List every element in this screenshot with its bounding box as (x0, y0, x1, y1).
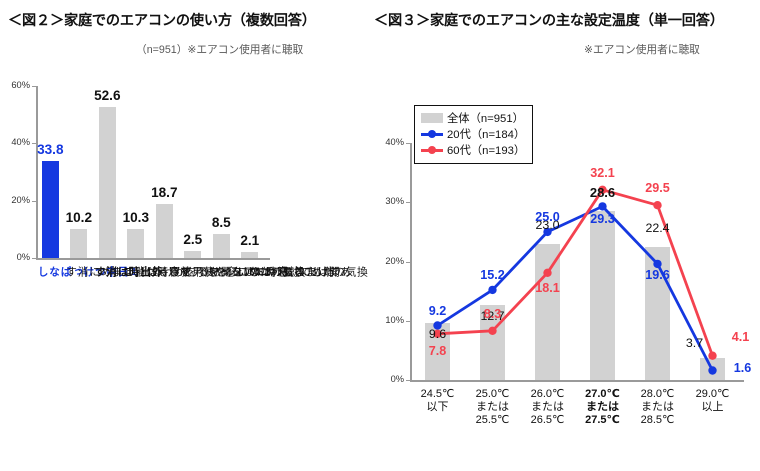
legend-swatch-line (421, 129, 443, 140)
figure3-20s-value: 15.2 (480, 267, 505, 282)
table-row[interactable] (184, 250, 202, 258)
figure3-60s-value: 8.3 (483, 306, 502, 321)
figure2-category-label: あ て は ま る も の は な い (236, 266, 351, 277)
figure2-category-label: 消 し て 、 窓 や ド ア を 開 け る (196, 266, 335, 277)
figure3-y-tick-label: 10% (385, 315, 404, 325)
bar-value-label: 2.1 (240, 233, 260, 248)
legend-swatch-line (421, 145, 443, 156)
figure3-category-label: 24.5℃ 以下 (420, 388, 455, 414)
bar-value-label: 52.6 (94, 88, 121, 104)
figure3-y-tick-label: 40% (385, 137, 404, 147)
figure3-y-tick-label: 30% (385, 196, 404, 206)
figure3-60s-value: 18.1 (535, 280, 560, 295)
figure2-y-tick-label: 60% (11, 80, 30, 90)
table-row[interactable] (212, 233, 230, 258)
figure2-category-label: 換 気 の た め に 窓 や ド ア を (179, 266, 306, 277)
figure3-y-tick (406, 202, 410, 203)
figure3-x-axis (410, 380, 744, 382)
figure3-lines (433, 185, 717, 375)
figure3-overall-value: 3.7 (685, 336, 704, 351)
table-row[interactable] (98, 107, 116, 258)
figure3-category-label: 29.0℃ 以上 (695, 388, 730, 414)
figure3-category-label: 28.0℃ または 28.5℃ (640, 388, 675, 427)
table-row[interactable] (480, 304, 505, 380)
figure2-title: ＜図２＞家庭でのエアコンの使い方（複数回答） (8, 13, 316, 29)
figure2-y-tick (32, 143, 36, 144)
figure2-category-label: 開 け た ま ま 、 エ ア コ ン を 使 用 す る (168, 266, 340, 277)
figure3-20s-value: 25.0 (535, 209, 560, 224)
figure2-category-label: 1 日 中 つ け っ ぱ な し (36, 266, 140, 278)
legend-item-label: 全体（n=951） (447, 113, 524, 125)
bar-value-label: 18.7 (151, 185, 178, 201)
bar-value-label: 10.2 (65, 209, 93, 225)
figure2-x-axis (36, 258, 270, 260)
figure3-overall-value: 28.6 (589, 184, 616, 200)
table-row[interactable] (241, 252, 259, 258)
figure3-y-tick-label: 0% (390, 374, 404, 384)
figure3-20s-value: 29.3 (590, 212, 615, 227)
figure2-y-tick-label: 40% (11, 137, 30, 147)
figure2-panel: ＜図２＞家庭でのエアコンの使い方（複数回答） （n=951）※エアコン使用者に聴… (0, 0, 372, 471)
table-row[interactable] (41, 161, 59, 258)
table-row[interactable] (645, 247, 670, 380)
figure3-title: ＜図３＞家庭でのエアコンの主な設定温度（単一回答） (374, 13, 724, 29)
figure3-60s-value: 32.1 (590, 165, 615, 180)
figure3-overall-value: 23.0 (535, 217, 560, 232)
figure3-category-label: 26.0℃ または 26.5℃ (530, 388, 565, 427)
figure2-note: （n=951）※エアコン使用者に聴取 (136, 44, 304, 56)
table-row[interactable] (155, 204, 173, 258)
figure2-y-tick (32, 201, 36, 202)
figure3-60s-value: 7.8 (428, 343, 447, 358)
figure3-60s-value: 29.5 (645, 181, 670, 196)
table-row[interactable] (590, 210, 615, 380)
figure2-category-label: 就 寝 時 は 消 す (122, 266, 192, 277)
legend-item[interactable]: 60代（n=193） (421, 142, 525, 158)
bar-value-label: 10.3 (122, 209, 150, 225)
figure3-overall-value: 22.4 (645, 221, 670, 236)
figure3-y-tick (406, 143, 410, 144)
figure3-legend: 全体（n=951） 20代（n=184） 60代（n=193） (414, 105, 534, 164)
figure3-panel: ＜図３＞家庭でのエアコンの主な設定温度（単一回答） ※エアコン使用者に聴取 全体… (372, 0, 760, 471)
legend-item[interactable]: 20代（n=184） (421, 126, 525, 142)
figure2-y-tick-label: 0% (16, 252, 30, 262)
figure2-category-label: で き る だ け こ ま め に 消 す (65, 266, 192, 277)
figure3-overall-value: 9.6 (428, 327, 447, 342)
legend-item[interactable]: 全体（n=951） (421, 110, 525, 126)
figure3-overall-value: 12.7 (480, 308, 505, 323)
figure3-y-tick (406, 262, 410, 263)
bar-value-label: 2.5 (183, 231, 203, 247)
figure3-y-tick-label: 20% (385, 256, 404, 266)
figure2-category-label: 外 出 時 は 消 す (93, 266, 163, 277)
figure2-y-axis (36, 86, 38, 259)
table-row[interactable] (70, 228, 88, 258)
figure3-category-label: 27.0℃ または 27.5℃ (585, 388, 620, 427)
figure2-y-tick (32, 258, 36, 259)
figure3-20s-value: 19.6 (645, 267, 670, 282)
figure3-y-tick (406, 321, 410, 322)
bar-value-label: 33.8 (37, 142, 64, 158)
figure2-category-label: 就 寝 時 に は タ イ マ ー を か け る (150, 266, 300, 277)
figure2-y-tick (32, 86, 36, 87)
table-row[interactable] (127, 228, 145, 258)
figure2-y-tick-label: 20% (11, 195, 30, 205)
figure3-y-axis (410, 143, 412, 381)
legend-item-label: 20代（n=184） (447, 129, 526, 141)
figure3-20s-value: 1.6 (733, 360, 752, 375)
figure3-y-tick (406, 380, 410, 381)
bar-value-label: 8.5 (211, 214, 231, 230)
table-row[interactable] (535, 243, 560, 380)
figure3-60s-value: 4.1 (731, 329, 750, 344)
figure3-category-label: 25.0℃ または 25.5℃ (475, 388, 510, 427)
figure2-category-label: 換 気 の た め に 、 時 々 エ ア コ ン を (207, 266, 368, 277)
figure3-note: ※エアコン使用者に聴取 (584, 44, 700, 56)
legend-swatch-bar (421, 113, 443, 123)
figure3-20s-value: 9.2 (428, 303, 447, 318)
legend-item-label: 60代（n=193） (447, 145, 526, 157)
